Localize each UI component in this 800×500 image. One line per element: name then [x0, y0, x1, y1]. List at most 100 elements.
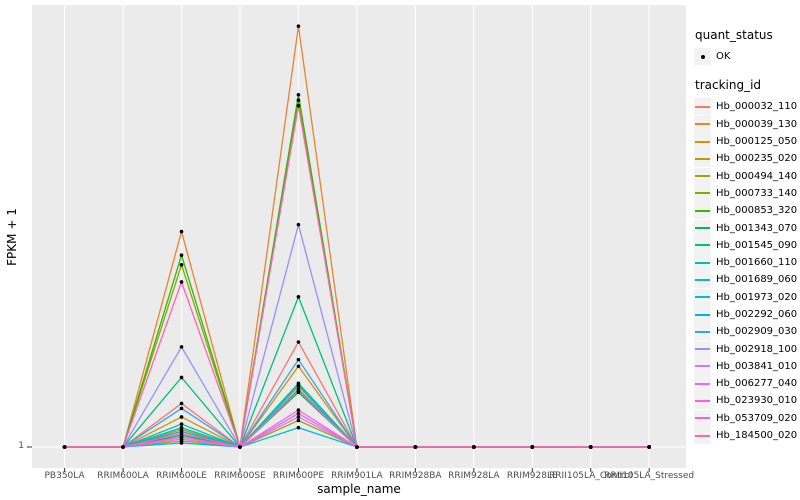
line-key-swatch	[694, 98, 711, 116]
legend-item-Hb_002909_030: Hb_002909_030	[694, 323, 798, 341]
legend-item-Hb_000494_140: Hb_000494_140	[694, 167, 798, 185]
legend-item-Hb_001545_090: Hb_001545_090	[694, 236, 798, 254]
data-point	[296, 340, 301, 344]
data-point	[179, 406, 184, 411]
legend-item-label: Hb_003841_010	[716, 360, 798, 372]
legend-item-label: Hb_002292_060	[716, 309, 798, 320]
data-point	[179, 263, 184, 267]
line-swatch-icon	[695, 209, 710, 212]
legend-item-Hb_001973_020: Hb_001973_020	[694, 288, 798, 306]
legend-item-Hb_001689_060: Hb_001689_060	[694, 271, 798, 289]
legend-item-label: Hb_000494_140	[716, 170, 798, 182]
line-key-swatch	[694, 133, 711, 151]
line-swatch-icon	[695, 175, 710, 178]
line-swatch-icon	[695, 105, 710, 108]
data-point	[179, 280, 184, 284]
line-key-swatch	[694, 409, 711, 427]
legend-item-label: Hb_001343_070	[716, 222, 798, 234]
data-point	[179, 229, 184, 234]
y-axis-title: FPKM + 1	[5, 208, 19, 266]
data-point	[296, 24, 301, 28]
legend-item-Hb_000853_320: Hb_000853_320	[694, 202, 798, 220]
data-point	[296, 411, 301, 416]
line-swatch-icon	[695, 261, 710, 264]
x-tick-label: RRIM928BA	[389, 471, 442, 481]
legend-item-label: Hb_000125_050	[716, 136, 798, 148]
line-key-swatch	[694, 115, 711, 133]
legend-item-label: Hb_000733_140	[716, 187, 798, 199]
data-point	[472, 445, 476, 449]
x-tick-label: RRIM600SE	[214, 471, 266, 481]
legend: quant_status OK tracking_id Hb_000032_11…	[694, 28, 798, 445]
data-point	[296, 408, 301, 412]
line-swatch-icon	[695, 227, 710, 230]
data-point	[355, 445, 359, 449]
data-point	[179, 415, 184, 419]
legend-item-Hb_000032_110: Hb_000032_110	[694, 98, 798, 116]
point-key-swatch	[694, 48, 711, 66]
line-key-swatch	[694, 288, 711, 306]
legend-item-Hb_002292_060: Hb_002292_060	[694, 306, 798, 323]
line-swatch-icon	[695, 123, 710, 126]
x-tick-label: RRII105LA_Stressed	[604, 471, 695, 481]
line-key-swatch	[694, 271, 711, 289]
line-key-swatch	[694, 236, 711, 254]
line-swatch-icon	[695, 365, 710, 368]
legend-item-label: Hb_023930_010	[716, 395, 798, 407]
legend-item-Hb_000039_130: Hb_000039_130	[694, 115, 798, 133]
data-point	[296, 103, 301, 108]
data-point	[179, 375, 184, 380]
data-point	[296, 389, 301, 393]
legend-item-label: Hb_001660_110	[716, 257, 798, 269]
data-point	[179, 422, 184, 426]
legend-item-label: Hb_001973_020	[716, 291, 798, 303]
legend-item-Hb_000733_140: Hb_000733_140	[694, 184, 798, 202]
legend-item-label: Hb_001689_060	[716, 274, 798, 286]
legend-item-Hb_006277_040: Hb_006277_040	[694, 375, 798, 393]
legend-item-Hb_000125_050: Hb_000125_050	[694, 133, 798, 151]
data-point	[413, 445, 418, 449]
legend-item-Hb_000235_020: Hb_000235_020	[694, 150, 798, 168]
data-point	[121, 445, 125, 449]
legend-item-label: Hb_053709_020	[716, 412, 798, 424]
legend-item-Hb_001660_110: Hb_001660_110	[694, 254, 798, 272]
data-point	[296, 364, 301, 369]
line-swatch-icon	[695, 140, 710, 143]
line-swatch-icon	[695, 434, 710, 437]
legend-item-label: Hb_006277_040	[716, 378, 798, 390]
data-point	[296, 425, 301, 430]
line-key-swatch	[694, 427, 711, 445]
x-axis-title: sample_name	[317, 482, 401, 496]
x-tick-label: RRIM928LE	[506, 471, 558, 481]
line-key-swatch	[694, 150, 711, 168]
data-point	[179, 345, 184, 349]
data-point	[647, 445, 651, 449]
data-point	[179, 425, 184, 430]
x-tick-label: PB350LA	[44, 471, 85, 481]
x-tick-label: RRIM600LE	[156, 471, 207, 481]
legend-item-label: Hb_002909_030	[716, 326, 798, 338]
data-point	[296, 92, 301, 97]
line-key-swatch	[694, 167, 711, 185]
x-tick-label: RRII105LA_Control	[549, 471, 633, 481]
data-point	[296, 98, 301, 102]
legend-tracking-items: Hb_000032_110 Hb_000039_130 Hb_000125_050 H…	[694, 98, 798, 445]
data-point	[296, 357, 301, 362]
line-swatch-icon	[695, 244, 710, 247]
data-point	[62, 445, 67, 449]
x-tick-labels: PB350LA RRIM600LA RRIM600LE RRIM600SE RRIM60…	[0, 471, 800, 485]
line-key-swatch	[694, 392, 711, 410]
legend-item-label: Hb_000039_130	[716, 118, 798, 130]
x-tick-label: RRIM600LA	[97, 471, 149, 481]
legend-title-quant-status: quant_status	[695, 28, 773, 42]
panel-background	[32, 5, 686, 468]
data-point	[238, 445, 242, 449]
line-swatch-icon	[695, 382, 710, 385]
data-point	[296, 415, 301, 419]
legend-item-label: OK	[716, 51, 731, 63]
legend-item-label: Hb_000032_110	[716, 101, 798, 113]
line-key-swatch	[694, 357, 711, 375]
legend-item-Hb_023930_010: Hb_023930_010	[694, 392, 798, 410]
